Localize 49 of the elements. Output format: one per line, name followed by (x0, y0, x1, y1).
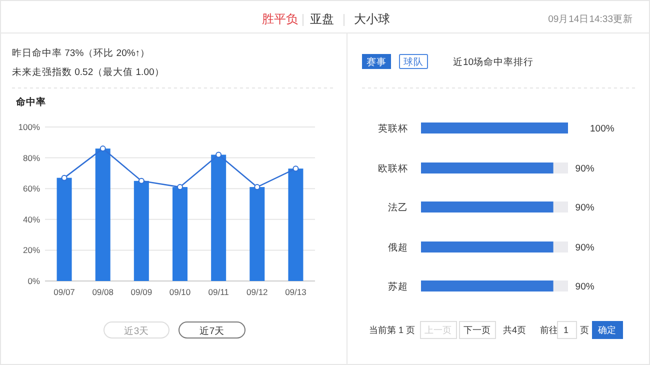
text: 共4页 (503, 325, 526, 335)
data-label: 90% (575, 282, 595, 292)
x-tick-label: 09/08 (92, 287, 114, 297)
point (292, 166, 299, 172)
x-tick-label: 09/09 (130, 287, 152, 297)
y-tick-label: 苏超 (388, 280, 408, 292)
text: 下一页 (464, 325, 490, 335)
point (177, 184, 183, 190)
text: 赛事 (366, 56, 386, 68)
x-tick-label: 09/12 (246, 287, 268, 297)
point (61, 174, 68, 181)
text: 胜平负 (262, 12, 298, 26)
x-tick-label: 09/13 (285, 287, 307, 297)
x-tick-label: 09/10 (169, 287, 191, 297)
point (216, 152, 222, 158)
data-label: 90% (575, 164, 595, 174)
y-tick-label: 欧联杯 (378, 162, 408, 174)
y-tick-label: 俄超 (388, 242, 408, 254)
text: 大小球 (354, 12, 390, 26)
point (254, 184, 260, 190)
data-label: 90% (575, 202, 595, 214)
y-tick-label: 60% (22, 184, 40, 194)
y-tick-label: 100% (18, 122, 40, 132)
text: 确定 (597, 325, 616, 335)
x-tick-label: 09/11 (208, 287, 230, 297)
text: 球队 (404, 56, 424, 68)
y-tick-label: 英联杯 (378, 122, 408, 134)
point (100, 146, 106, 152)
y-tick-label: 80% (22, 152, 40, 163)
y-tick-label: 法乙 (388, 202, 408, 214)
chart-title: 近10场命中率排行 (453, 56, 534, 68)
y-tick-label: 40% (22, 214, 40, 224)
text: 亚盘 (310, 12, 334, 26)
text: 当前第 1 页 (369, 325, 416, 335)
x-tick-label: 09/07 (54, 287, 76, 297)
text: 09月14日14:33更新 (548, 13, 633, 25)
text: 1 (563, 325, 569, 335)
text: 近3天 (124, 325, 150, 337)
chart-subtitle: 昨日命中率 73%（环比 20%↑） (12, 47, 150, 59)
text: 近7天 (199, 325, 225, 337)
data-label: 100% (590, 124, 615, 134)
text: 前往 (540, 325, 558, 335)
data-label: 90% (575, 242, 595, 254)
y-tick-label: 20% (22, 245, 40, 256)
point (138, 178, 144, 184)
text: 未来走强指数 0.52（最大值 1.00） (12, 66, 164, 78)
text: 页 (580, 325, 589, 335)
chart-title: 命中率 (15, 96, 46, 108)
y-tick-label: 0% (28, 276, 40, 286)
